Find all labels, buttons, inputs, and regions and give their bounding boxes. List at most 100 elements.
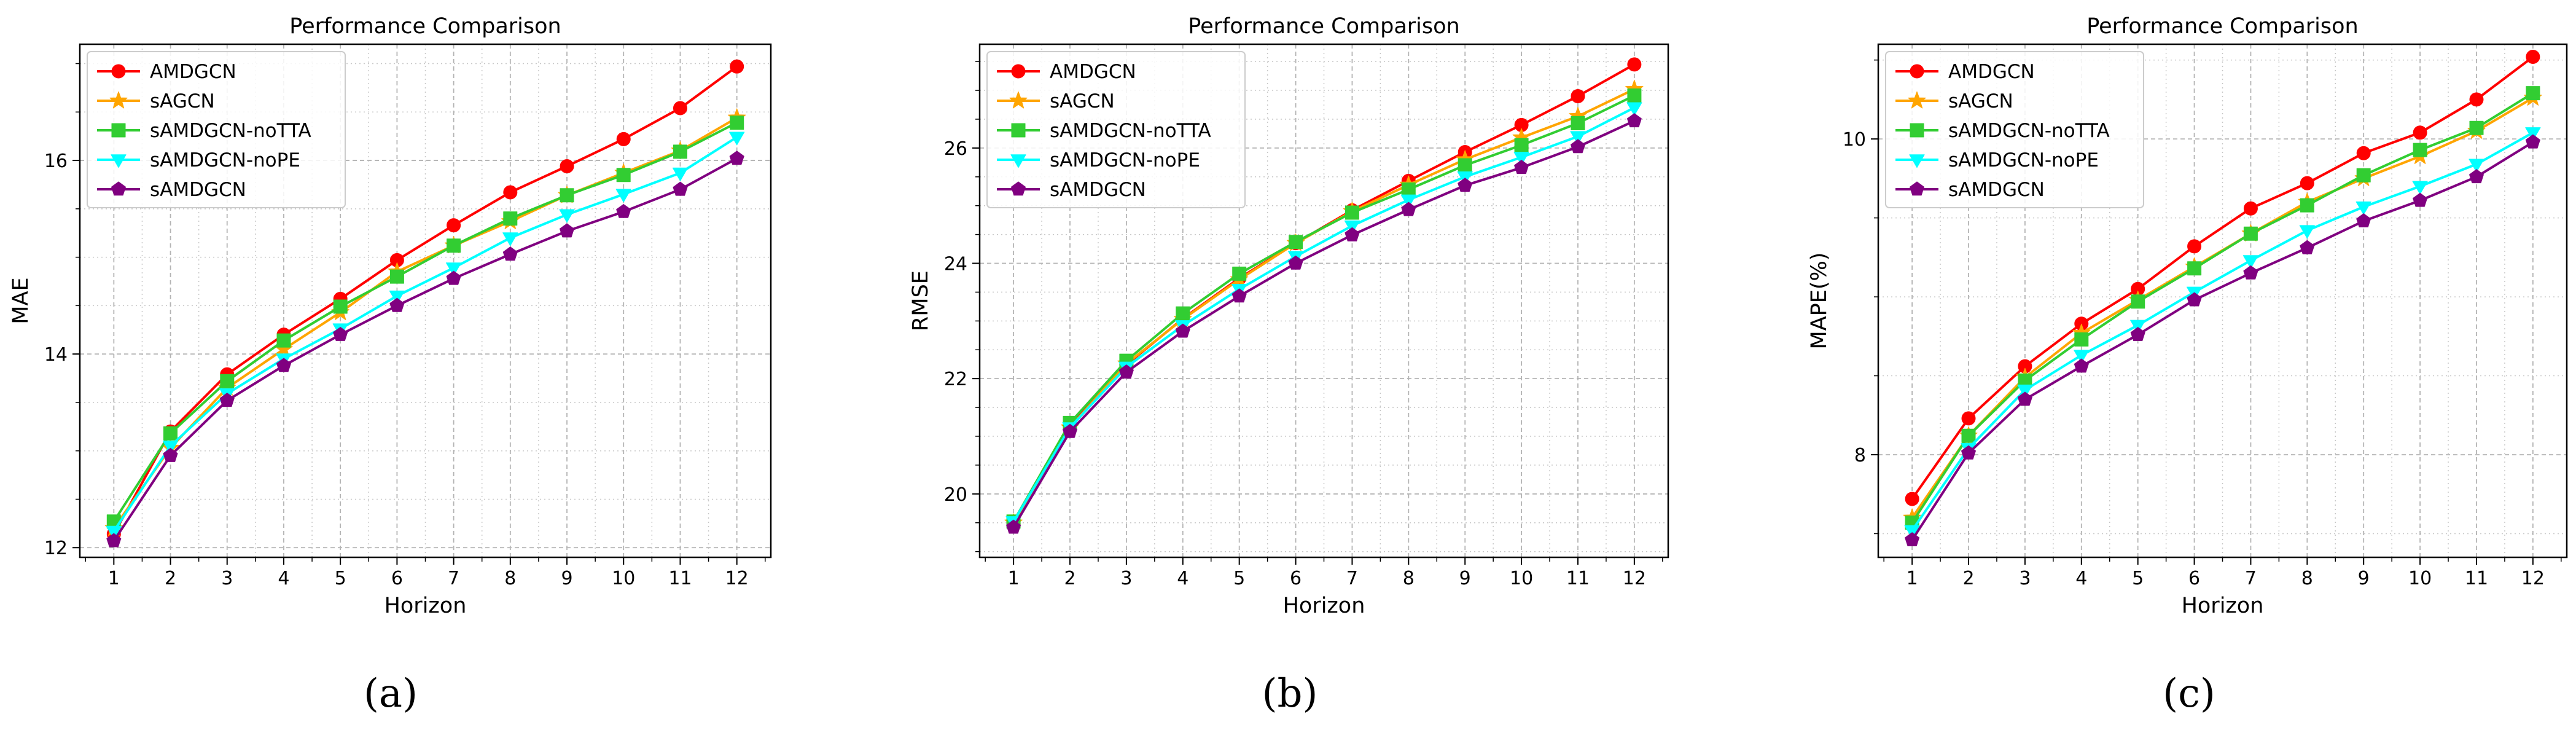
data-point <box>1904 525 1920 539</box>
legend-item: sAMDGCN-noPE <box>97 149 300 171</box>
data-point <box>2074 332 2089 347</box>
data-point <box>447 218 461 233</box>
data-point <box>1344 220 1360 234</box>
data-point <box>2413 143 2427 157</box>
legend-label: AMDGCN <box>1948 61 2035 83</box>
legend-marker <box>1011 123 1026 138</box>
legend-box <box>87 51 346 208</box>
legend: AMDGCN sAGCN sAMDGCN-noTTA sAMDGCN-noPE sAMD… <box>87 51 346 208</box>
legend-item: sAMDGCN <box>997 179 1146 201</box>
series-line <box>112 157 738 542</box>
series-line <box>112 116 738 529</box>
y-axis-label: MAPE(%) <box>1807 253 1832 350</box>
data-point <box>389 297 405 312</box>
data-point <box>1231 288 1247 303</box>
legend-item: sAMDGCN-noTTA <box>1895 120 2110 142</box>
series-samdgcn <box>1006 113 1642 534</box>
legend-marker <box>1910 64 1924 79</box>
data-point <box>2355 201 2371 215</box>
data-point <box>2300 198 2314 213</box>
data-point <box>2131 294 2145 309</box>
legend-box <box>986 51 1246 208</box>
data-point <box>2469 92 2484 107</box>
data-point <box>333 327 348 341</box>
legend-label: AMDGCN <box>150 61 236 83</box>
series-samdgcn-nope <box>106 131 745 540</box>
x-tick-label: 12 <box>1623 568 1646 589</box>
panel-caption: (a) <box>364 671 418 716</box>
data-point <box>447 238 461 253</box>
data-point <box>1627 57 1642 72</box>
data-point <box>220 374 235 388</box>
legend-item: sAMDGCN-noTTA <box>97 120 311 142</box>
legend-marker <box>1910 181 1924 196</box>
series-line <box>1911 92 2534 524</box>
data-point <box>2242 255 2258 269</box>
data-point <box>1401 182 1416 197</box>
x-tick-label: 7 <box>448 568 459 589</box>
chart-title: Performance Comparison <box>2086 14 2358 39</box>
data-point <box>2526 86 2540 101</box>
y-tick-label: 12 <box>44 538 68 559</box>
x-tick-label: 3 <box>2019 568 2031 589</box>
series-amdgcn <box>1905 50 2540 506</box>
data-point <box>1626 113 1642 128</box>
data-point <box>1345 205 1359 220</box>
x-tick-label: 2 <box>1962 568 1974 589</box>
data-point <box>2187 239 2202 254</box>
series-line <box>1911 131 2534 532</box>
legend-label: sAMDGCN-noPE <box>150 149 300 171</box>
data-point <box>616 131 631 146</box>
y-tick-label: 22 <box>944 369 967 390</box>
legend-item: AMDGCN <box>997 61 1136 83</box>
data-point <box>502 232 518 246</box>
data-point <box>1063 423 1077 438</box>
legend: AMDGCN sAGCN sAMDGCN-noTTA sAMDGCN-noPE sAMD… <box>1885 51 2144 208</box>
legend-marker <box>1009 91 1028 109</box>
y-tick-label: 20 <box>944 484 967 506</box>
data-point <box>673 144 687 159</box>
x-tick-label: 2 <box>165 568 176 589</box>
series-line <box>1911 56 2534 500</box>
data-point <box>162 441 179 454</box>
x-tick-label: 1 <box>1907 568 1918 589</box>
x-tick-label: 1 <box>1008 568 1020 589</box>
y-axis: 8 10 <box>1843 59 1878 535</box>
data-point <box>2243 265 2258 280</box>
legend-marker <box>1909 154 1925 168</box>
data-point <box>1288 255 1303 270</box>
data-point <box>1513 152 1529 165</box>
x-tick-label: 9 <box>561 568 572 589</box>
data-point <box>1905 532 1920 546</box>
legend-label: sAMDGCN-noTTA <box>1050 120 1211 142</box>
x-tick-label: 9 <box>1459 568 1471 589</box>
data-point <box>106 533 122 548</box>
data-point <box>560 159 574 174</box>
data-point <box>1118 364 1134 379</box>
data-point <box>1458 158 1472 173</box>
data-point <box>560 223 574 238</box>
legend-item: sAGCN <box>997 90 1115 112</box>
data-point <box>1400 194 1416 208</box>
x-tick-label: 7 <box>2245 568 2257 589</box>
data-point <box>2526 50 2540 65</box>
data-point <box>559 209 575 223</box>
legend-item: sAMDGCN <box>97 179 246 201</box>
data-point <box>2300 240 2315 254</box>
legend-label: sAMDGCN <box>1948 179 2045 201</box>
x-tick-label: 3 <box>221 568 233 589</box>
x-tick-label: 5 <box>1233 568 1245 589</box>
panel-caption: (b) <box>1262 671 1318 716</box>
legend-item: sAMDGCN-noPE <box>997 149 1200 171</box>
x-axis-label: Horizon <box>1283 594 1365 618</box>
y-tick-label: 24 <box>944 254 967 275</box>
data-point <box>2356 168 2371 182</box>
series-samdgcn <box>106 151 744 548</box>
data-point <box>2130 327 2145 341</box>
y-tick-label: 10 <box>1843 129 1866 151</box>
data-point <box>673 101 687 116</box>
panel-caption: (c) <box>2163 671 2215 716</box>
data-point <box>333 299 348 314</box>
x-tick-label: 1 <box>108 568 120 589</box>
